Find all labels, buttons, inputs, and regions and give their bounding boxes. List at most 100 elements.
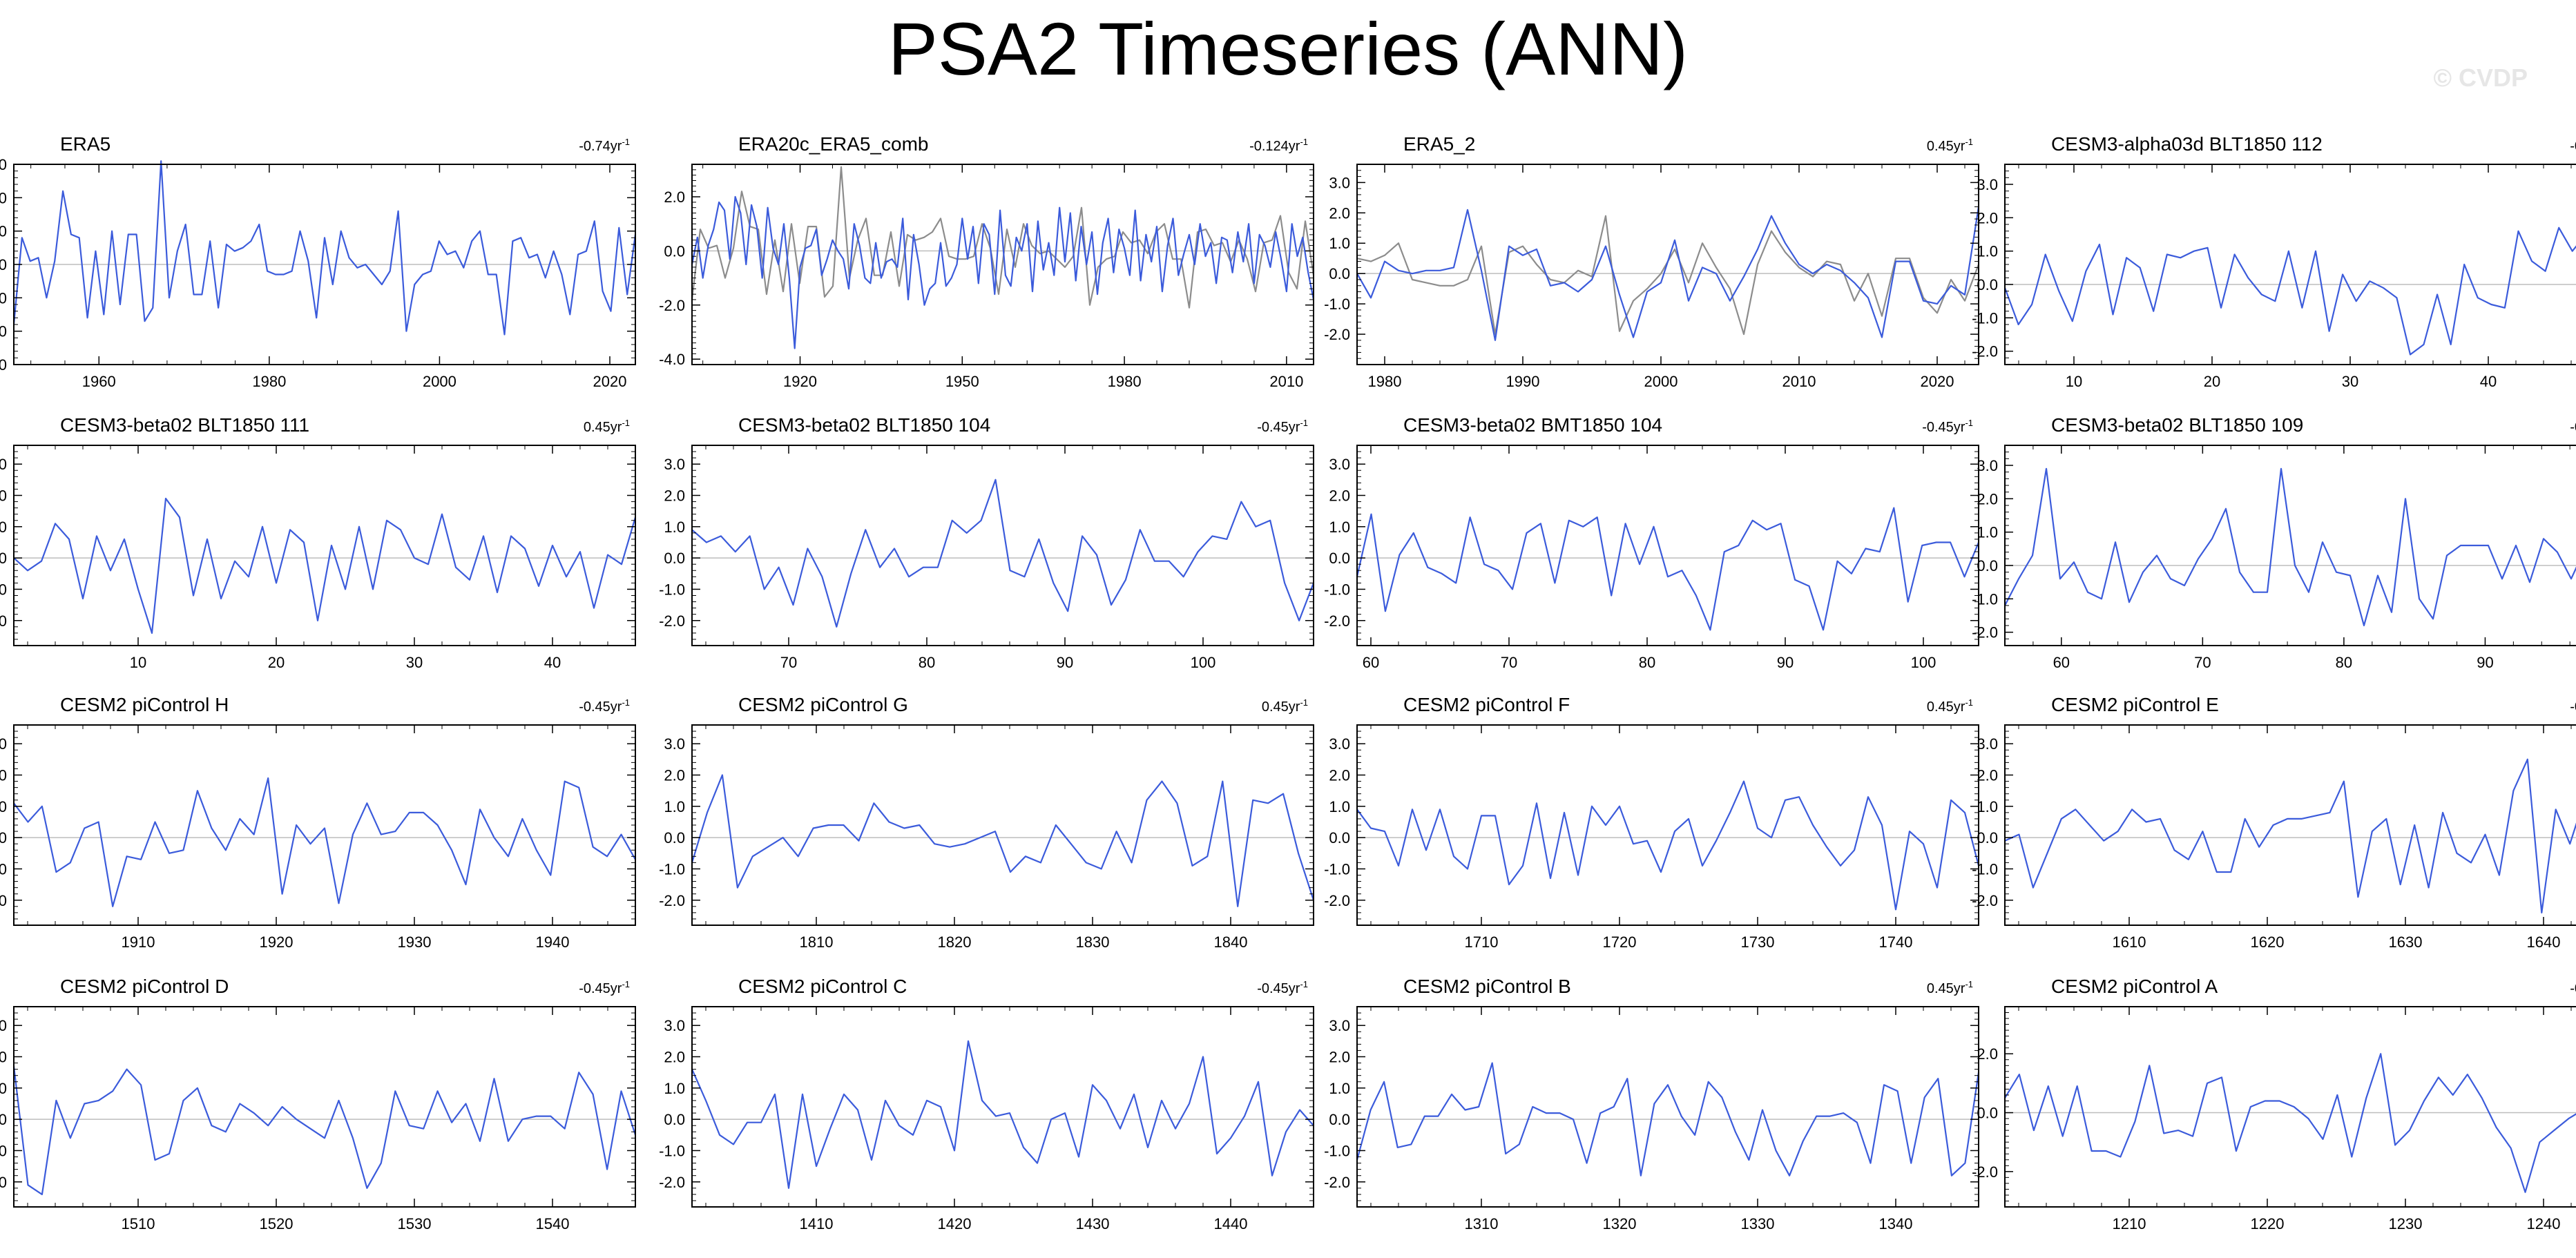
- ytick-label: 0.0: [1329, 1111, 1350, 1128]
- ytick-label: 2.0: [0, 189, 7, 206]
- plot-frame: [13, 1006, 636, 1208]
- xtick-label: 2010: [1782, 373, 1816, 390]
- xtick-label: 40: [2480, 373, 2497, 390]
- plot-frame: [1356, 164, 1979, 365]
- trend-superscript: -1: [622, 418, 630, 428]
- xtick-label: 1920: [260, 933, 294, 951]
- ytick-label: -2.0: [0, 1174, 7, 1191]
- ytick-label: 2.0: [0, 1049, 7, 1066]
- ytick-label: 3.0: [664, 735, 685, 753]
- plot-frame: [2004, 164, 2576, 365]
- series-line-primary: [1356, 206, 1980, 341]
- panel-14: CESM2 piControl C -0.45yr-1 3.0 2.0 1.0 0.0 -1…: [659, 976, 1314, 1232]
- ytick-label: 2.0: [664, 767, 685, 784]
- ytick-label: 1.0: [664, 519, 685, 536]
- ytick-label: 0.0: [664, 829, 685, 846]
- trend-superscript: -1: [622, 137, 630, 147]
- ytick-label: -2.0: [1972, 624, 1998, 641]
- ytick-label: 2.0: [1329, 767, 1350, 784]
- xtick-label: 1810: [800, 933, 834, 951]
- xtick-label: 20: [2204, 373, 2220, 390]
- xtick-label: 1960: [82, 373, 116, 390]
- panel-trend: -0.45yr-1: [579, 979, 630, 996]
- ytick-label: 1.0: [0, 519, 7, 536]
- ytick-label: -2.0: [1324, 1174, 1350, 1191]
- trend-superscript: -1: [1300, 418, 1308, 428]
- ytick-label: -1.0: [0, 581, 7, 598]
- ytick-label: -1.0: [0, 289, 7, 307]
- xtick-label: 1610: [2113, 933, 2146, 951]
- plot-frame: [2004, 1006, 2576, 1208]
- xtick-label: 1410: [800, 1215, 834, 1232]
- ytick-label: 1.0: [664, 798, 685, 815]
- panel-trend: 0.45yr-1: [1927, 697, 1973, 715]
- panel-title: CESM3-beta02 BMT1850 104: [1403, 414, 1662, 436]
- xtick-label: 1980: [1368, 373, 1402, 390]
- ytick-label: 3.0: [0, 456, 7, 473]
- panel-title: CESM2 piControl H: [60, 694, 229, 715]
- ytick-label: 3.0: [0, 1017, 7, 1034]
- panel-trend: 0.45yr-1: [1262, 697, 1308, 715]
- xtick-label: 1520: [260, 1215, 294, 1232]
- panel-trend: -0.45yr-1: [2570, 137, 2576, 154]
- ytick-label: 0.0: [1977, 276, 1998, 293]
- ytick-label: -4.0: [659, 351, 685, 368]
- ytick-label: 0.0: [0, 1111, 7, 1128]
- panel-4: CESM3-alpha03d BLT1850 112 -0.45yr-1 3.0 2.…: [1972, 133, 2576, 390]
- ytick-label: -1.0: [659, 860, 685, 878]
- panel-15: CESM2 piControl B 0.45yr-1 3.0 2.0 1.0 0.0 -1.…: [1324, 976, 1980, 1232]
- xtick-label: 1940: [536, 933, 570, 951]
- panel-trend: -0.45yr-1: [1257, 979, 1308, 996]
- xtick-label: 1540: [536, 1215, 570, 1232]
- panel-title: ERA20c_ERA5_comb: [738, 133, 928, 155]
- panel-10: CESM2 piControl G 0.45yr-1 3.0 2.0 1.0 0.0 -1.…: [659, 694, 1315, 951]
- panel-8: CESM3-beta02 BLT1850 109 -0.45yr-1 3.0 2.0 1…: [1972, 414, 2576, 671]
- ytick-label: 3.0: [1977, 176, 1998, 193]
- ytick-label: -1.0: [1972, 860, 1998, 878]
- xtick-label: 2000: [423, 373, 456, 390]
- xtick-label: 1710: [1465, 933, 1499, 951]
- series-line-primary: [13, 497, 637, 635]
- ytick-label: 1.0: [0, 223, 7, 240]
- ytick-label: 0.0: [0, 829, 7, 846]
- xtick-label: 1210: [2113, 1215, 2146, 1232]
- ytick-label: -2.0: [659, 297, 685, 314]
- series-line-primary: [691, 774, 1315, 907]
- xtick-label: 1440: [1214, 1215, 1248, 1232]
- ytick-label: 1.0: [1977, 524, 1998, 541]
- ytick-label: -2.0: [0, 892, 7, 909]
- ytick-label: 1.0: [0, 798, 7, 815]
- xtick-label: 90: [1057, 654, 1073, 671]
- xtick-label: 80: [2336, 654, 2352, 671]
- ytick-label: 0.0: [1329, 550, 1350, 567]
- ytick-label: 3.0: [664, 456, 685, 473]
- plot-frame: [691, 164, 1314, 365]
- panel-trend: -0.124yr-1: [1249, 137, 1308, 154]
- xtick-label: 1980: [252, 373, 286, 390]
- xtick-label: 1640: [2527, 933, 2561, 951]
- ytick-label: 2.0: [0, 767, 7, 784]
- ytick-label: 0.0: [664, 1111, 685, 1128]
- ytick-label: 1.0: [664, 1080, 685, 1097]
- panel-title: ERA5_2: [1403, 133, 1475, 155]
- panel-title: CESM2 piControl F: [1403, 694, 1570, 715]
- plot-frame: [691, 445, 1314, 646]
- series-line-primary: [1356, 507, 1980, 631]
- panel-5: CESM3-beta02 BLT1850 111 0.45yr-1 3.0 2.0 1.…: [0, 414, 637, 671]
- xtick-label: 90: [2477, 654, 2493, 671]
- series-line-primary: [2004, 467, 2576, 627]
- ytick-label: 2.0: [1977, 209, 1998, 226]
- ytick-label: -2.0: [1324, 612, 1350, 630]
- ytick-label: 2.0: [0, 487, 7, 505]
- page-title: PSA2 Timeseries (ANN): [887, 7, 1689, 90]
- xtick-label: 1740: [1879, 933, 1913, 951]
- ytick-label: -1.0: [1324, 581, 1350, 598]
- ytick-label: 2.0: [1329, 204, 1350, 222]
- panel-trend: -0.45yr-1: [2570, 979, 2576, 996]
- xtick-label: 1420: [938, 1215, 972, 1232]
- xtick-label: 2000: [1644, 373, 1678, 390]
- series-line-primary: [691, 195, 1315, 349]
- ytick-label: 1.0: [1329, 1080, 1350, 1097]
- ytick-label: 1.0: [1329, 519, 1350, 536]
- series-line-secondary: [691, 166, 1315, 309]
